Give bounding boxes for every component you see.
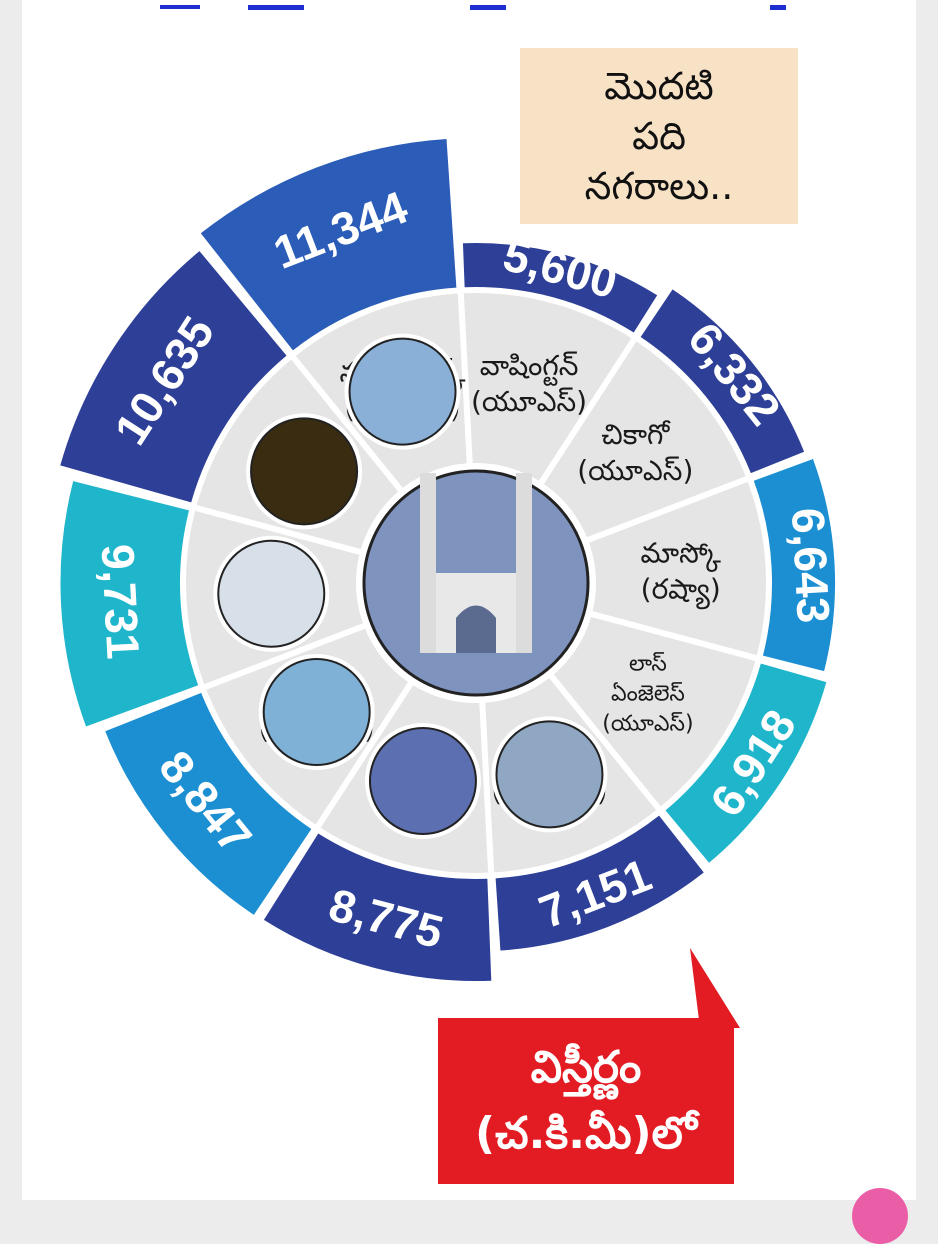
unit-note-box: విస్తీర్ణం (చ.కి.మీ)లో xyxy=(438,1018,734,1184)
city-label: లాస్ ఏంజెలెస్ (యూఎస్) xyxy=(602,652,693,737)
tokyo-tower-photo-icon xyxy=(364,723,481,840)
shanghai-tower-photo-icon xyxy=(213,535,330,652)
title-box: మొదటి పది నగరాలు.. xyxy=(520,48,798,224)
city-label-line: చికాగో xyxy=(601,418,671,451)
title-line-1: మొదటి xyxy=(604,64,714,108)
unit-note-line-1: విస్తీర్ణం xyxy=(530,1042,642,1093)
ring-separator xyxy=(204,620,373,690)
bar-segment xyxy=(200,138,457,351)
bar-segment xyxy=(753,459,836,672)
bridge-photo-icon xyxy=(258,654,375,771)
bar-segment xyxy=(105,692,312,915)
ring-separator xyxy=(583,609,757,661)
statue-of-liberty-photo-icon xyxy=(344,333,461,450)
ring-separator xyxy=(544,668,661,811)
header-glyph xyxy=(770,5,786,10)
city-label-line: (యూఎస్) xyxy=(577,454,693,487)
note-pointer xyxy=(690,948,740,1028)
bar-segment xyxy=(640,289,805,474)
value-label: 6,643 xyxy=(782,507,840,625)
city-label: వాషింగ్టన్(యూఎస్) xyxy=(471,349,587,418)
value-label: 9,731 xyxy=(92,543,150,661)
ring-separator xyxy=(534,338,637,491)
header-glyph xyxy=(470,5,506,10)
bar-segment xyxy=(60,251,287,503)
ring-separator xyxy=(291,355,408,498)
ring-separator xyxy=(579,476,748,546)
header-glyph xyxy=(248,5,304,10)
title-line-2: పది xyxy=(632,114,686,158)
city-label-line: (రష్యా) xyxy=(641,572,721,609)
atlanta-skyline-photo-icon xyxy=(491,716,608,833)
bar-segment xyxy=(60,481,199,727)
city-label-line: మాస్కో xyxy=(640,536,721,572)
ring-separator xyxy=(315,675,418,828)
unit-note-line-2: (చ.కి.మీ)లో xyxy=(475,1108,697,1159)
city-label: మాస్కో(రష్యా) xyxy=(640,536,721,609)
charminar-photo-icon xyxy=(356,463,596,703)
bar-segment xyxy=(263,833,492,982)
title-line-3: నగరాలు.. xyxy=(584,164,734,208)
city-label-line: ఏంజెలెస్ xyxy=(611,682,685,707)
city-label-line: వాషింగ్టన్ xyxy=(480,349,579,386)
cropped-header-text xyxy=(0,0,938,10)
ring-separator xyxy=(478,694,495,873)
buddha-statue-photo-icon xyxy=(246,413,363,530)
bar-segment xyxy=(495,815,704,951)
bar-segment xyxy=(462,243,658,333)
header-glyph xyxy=(160,5,200,9)
city-label-line: (యూఎస్) xyxy=(471,385,587,418)
floating-action-button[interactable] xyxy=(852,1188,908,1244)
ring-separator xyxy=(457,293,474,472)
ring-separator xyxy=(195,505,369,557)
city-label: చికాగో(యూఎస్) xyxy=(577,418,693,487)
city-label-line: లాస్ xyxy=(629,652,667,677)
bar-segment xyxy=(665,663,827,863)
city-label-line: (యూఎస్) xyxy=(602,712,693,737)
